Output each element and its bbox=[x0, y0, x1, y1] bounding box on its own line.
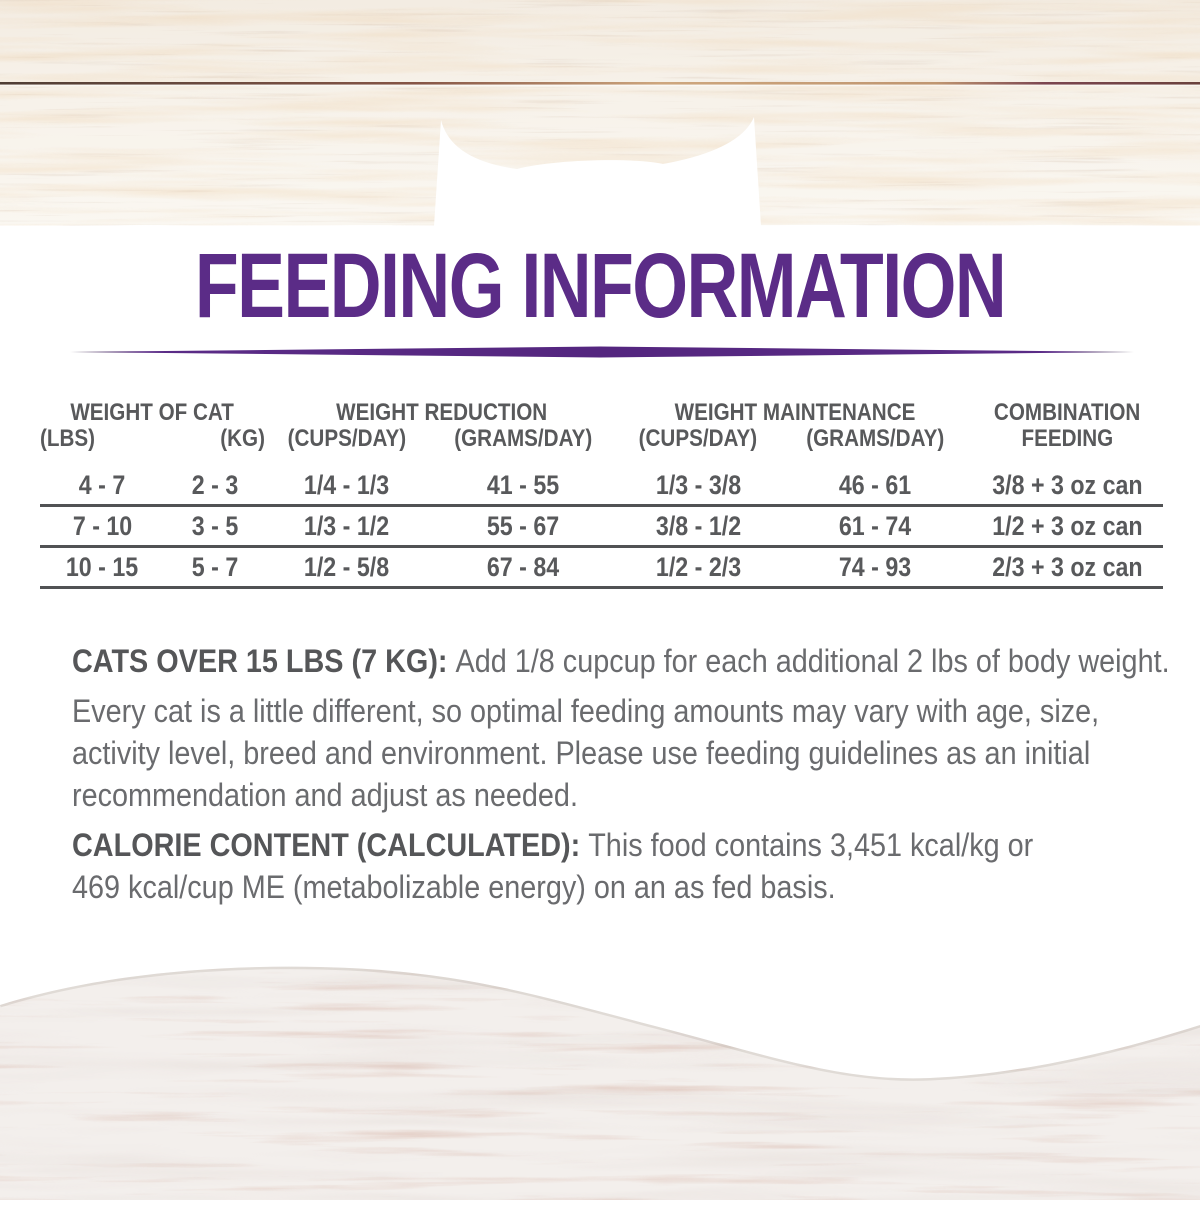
header-combination: COMBINATION bbox=[994, 399, 1141, 426]
table-cell: 55 - 67 bbox=[486, 510, 560, 541]
header-lbs: (LBS) bbox=[40, 425, 96, 452]
note-over-15-lbs: CATS OVER 15 LBS (7 KG): Add 1/8 cupcup … bbox=[72, 640, 1188, 682]
table-cell: 61 - 74 bbox=[838, 510, 912, 541]
cat-ears-silhouette bbox=[434, 117, 761, 226]
table-cell: 1/2 - 2/3 bbox=[655, 551, 741, 582]
table-cell: 10 - 15 bbox=[66, 551, 139, 582]
table-cell: 1/3 - 1/2 bbox=[303, 510, 390, 541]
bottom-wood-art bbox=[0, 966, 1200, 1200]
note-variability: Every cat is a little different, so opti… bbox=[72, 690, 1188, 816]
header-weight-reduction: WEIGHT REDUCTION bbox=[336, 399, 548, 426]
top-wood-art bbox=[0, 0, 1200, 226]
feeding-table: WEIGHT OF CAT WEIGHT REDUCTION WEIGHT MA… bbox=[40, 400, 1164, 589]
table-cell: 1/3 - 3/8 bbox=[655, 469, 741, 500]
header-kg: (KG) bbox=[220, 425, 266, 452]
header-reduction-grams: (GRAMS/DAY) bbox=[454, 425, 593, 452]
note-calorie-text: This food contains 3,451 kcal/kg or 469 … bbox=[72, 827, 1034, 905]
table-cell: 1/2 - 5/8 bbox=[303, 551, 390, 582]
header-reduction-cups: (CUPS/DAY) bbox=[287, 425, 406, 452]
table-cell: 5 - 7 bbox=[191, 551, 239, 582]
table-cell: 2/3 + 3 oz can bbox=[992, 551, 1143, 582]
bottom-wood-texture bbox=[0, 930, 1200, 1200]
header-feeding: FEEDING bbox=[1021, 425, 1114, 452]
page-title: FEEDING INFORMATION bbox=[194, 235, 1007, 337]
table-cell: 1/2 + 3 oz can bbox=[992, 510, 1143, 541]
table-row: 7 - 10 3 - 5 1/3 - 1/2 55 - 67 3/8 - 1/2… bbox=[40, 506, 1164, 547]
table-cell: 3/8 - 1/2 bbox=[655, 510, 741, 541]
table-cell: 3 - 5 bbox=[191, 510, 239, 541]
note-calorie-label: CALORIE CONTENT (CALCULATED): bbox=[72, 827, 589, 863]
table-row: 10 - 15 5 - 7 1/2 - 5/8 67 - 84 1/2 - 2/… bbox=[40, 547, 1164, 588]
note-calorie-content: CALORIE CONTENT (CALCULATED): This food … bbox=[72, 824, 1188, 908]
table-cell: 1/4 - 1/3 bbox=[303, 469, 390, 500]
title-divider bbox=[0, 342, 1200, 362]
table-group-header-row: WEIGHT OF CAT WEIGHT REDUCTION WEIGHT MA… bbox=[40, 400, 1163, 426]
feeding-notes: CATS OVER 15 LBS (7 KG): Add 1/8 cupcup … bbox=[72, 640, 1200, 916]
table-cell: 2 - 3 bbox=[191, 469, 239, 500]
note-over-15-lbs-label: CATS OVER 15 LBS (7 KG): bbox=[72, 643, 456, 679]
table-unit-header-row: (LBS) (KG) (CUPS/DAY) (GRAMS/DAY) (CUPS/… bbox=[40, 426, 1163, 466]
header-weight-maintenance: WEIGHT MAINTENANCE bbox=[674, 399, 916, 426]
note-variability-text: Every cat is a little different, so opti… bbox=[72, 693, 1100, 813]
table-row: 4 - 7 2 - 3 1/4 - 1/3 41 - 55 1/3 - 3/8 … bbox=[40, 466, 1164, 506]
table-cell: 7 - 10 bbox=[72, 510, 133, 541]
table-cell: 4 - 7 bbox=[79, 469, 126, 500]
table-cell: 67 - 84 bbox=[486, 551, 560, 582]
header-weight-of-cat: WEIGHT OF CAT bbox=[70, 399, 235, 426]
header-maintenance-grams: (GRAMS/DAY) bbox=[806, 425, 945, 452]
header-maintenance-cups: (CUPS/DAY) bbox=[638, 425, 758, 452]
table-cell: 3/8 + 3 oz can bbox=[992, 469, 1143, 500]
table-cell: 74 - 93 bbox=[838, 551, 912, 582]
note-over-15-lbs-text: Add 1/8 cupcup for each additional 2 lbs… bbox=[455, 643, 1170, 679]
table-cell: 46 - 61 bbox=[838, 469, 912, 500]
table-cell: 41 - 55 bbox=[486, 469, 560, 500]
top-wood-texture bbox=[0, 0, 1200, 226]
